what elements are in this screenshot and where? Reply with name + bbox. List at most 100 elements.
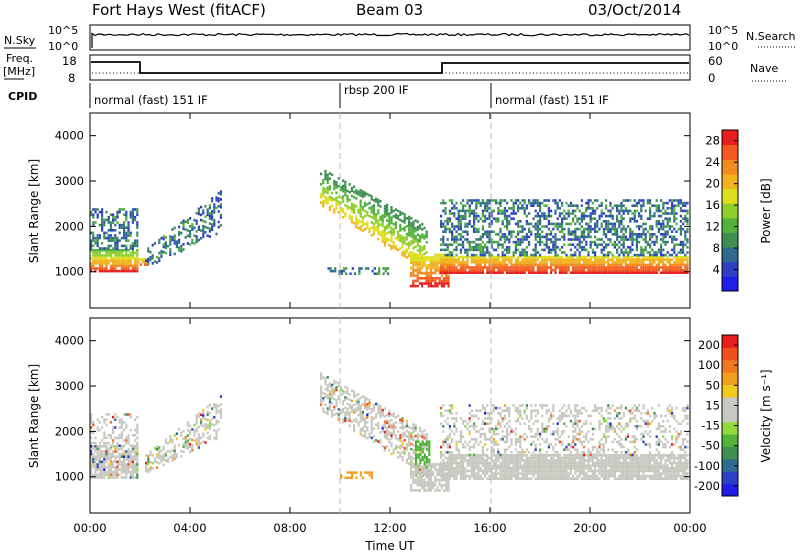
data-cell [351, 410, 353, 413]
data-cell [543, 249, 545, 252]
data-cell [563, 243, 565, 246]
data-cell [651, 215, 653, 218]
data-cell [362, 209, 364, 212]
data-cell [353, 419, 355, 422]
data-cell [581, 199, 583, 202]
data-cell [565, 475, 567, 478]
data-cell [616, 249, 618, 252]
data-cell [482, 457, 484, 460]
data-cell [362, 419, 364, 422]
data-cell [404, 242, 406, 245]
data-cell [502, 261, 504, 264]
data-cell [482, 236, 484, 239]
data-cell [453, 215, 455, 218]
data-cell [187, 234, 189, 237]
data-cell [609, 212, 611, 215]
data-cell [469, 271, 471, 274]
data-cell [579, 266, 581, 269]
data-cell [451, 475, 453, 478]
data-cell [163, 243, 165, 246]
data-cell [368, 412, 370, 415]
data-cell [649, 246, 651, 249]
data-cell [401, 433, 403, 436]
data-cell [335, 399, 337, 402]
data-cell [673, 212, 675, 215]
data-cell [333, 393, 335, 396]
data-cell [165, 452, 167, 455]
data-cell [594, 254, 596, 257]
data-cell [410, 285, 412, 288]
data-cell [430, 484, 432, 487]
data-cell [620, 223, 622, 226]
data-cell [495, 264, 497, 267]
data-cell [379, 231, 381, 234]
data-cell [412, 436, 414, 439]
data-cell [180, 221, 182, 224]
data-cell [625, 264, 627, 267]
data-cell [342, 403, 344, 406]
data-cell [373, 417, 375, 420]
data-cell [675, 269, 677, 272]
data-cell [94, 249, 96, 252]
data-cell [552, 457, 554, 460]
data-cell [552, 241, 554, 244]
data-cell [499, 467, 501, 470]
data-cell [607, 220, 609, 223]
data-cell [327, 384, 329, 387]
data-cell [355, 218, 357, 221]
data-cell [176, 432, 178, 435]
data-cell [101, 208, 103, 211]
data-cell [169, 438, 171, 441]
data-cell [488, 464, 490, 467]
data-cell [460, 233, 462, 236]
data-cell [333, 398, 335, 401]
data-cell [451, 462, 453, 465]
data-cell [130, 254, 132, 257]
data-cell [524, 249, 526, 252]
data-cell [397, 456, 399, 459]
data-cell [493, 258, 495, 261]
data-cell [662, 202, 664, 205]
data-cell [656, 223, 658, 226]
data-cell [110, 252, 112, 255]
data-cell [493, 454, 495, 457]
data-cell [174, 450, 176, 453]
data-cell [662, 223, 664, 226]
data-cell [410, 487, 412, 490]
data-cell [132, 242, 134, 245]
data-cell [156, 261, 158, 264]
data-cell [196, 443, 198, 446]
data-cell [377, 227, 379, 230]
data-cell [497, 454, 499, 457]
data-cell [473, 459, 475, 462]
data-cell [541, 269, 543, 272]
data-cell [130, 474, 132, 477]
data-cell [552, 475, 554, 478]
data-cell [493, 230, 495, 233]
data-cell [125, 474, 127, 477]
data-cell [603, 261, 605, 264]
data-cell [601, 269, 603, 272]
data-cell [132, 448, 134, 451]
data-cell [596, 258, 598, 261]
data-cell [539, 241, 541, 244]
data-cell [631, 266, 633, 269]
data-cell [647, 230, 649, 233]
data-cell [678, 266, 680, 269]
data-cell [473, 241, 475, 244]
data-cell [592, 249, 594, 252]
data-cell [656, 199, 658, 202]
data-cell [419, 261, 421, 264]
data-cell [390, 219, 392, 222]
data-cell [414, 468, 416, 471]
data-cell [417, 241, 419, 244]
data-cell [386, 206, 388, 209]
data-cell [138, 261, 140, 264]
data-cell [563, 264, 565, 267]
data-cell [447, 264, 449, 267]
data-cell [548, 249, 550, 252]
data-cell [662, 228, 664, 231]
data-cell [382, 427, 384, 430]
data-cell [473, 269, 475, 272]
data-cell [460, 249, 462, 252]
